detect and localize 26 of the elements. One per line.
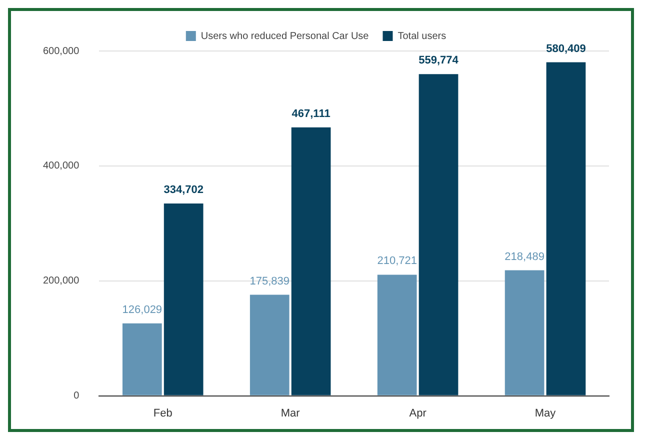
y-tick-label: 200,000: [42, 276, 80, 287]
x-tick-label: May: [534, 407, 556, 420]
bar: [504, 270, 544, 396]
bar: [418, 74, 458, 396]
legend-label: Total users: [398, 30, 446, 42]
data-label: 175,839: [250, 275, 290, 288]
data-label: 334,702: [164, 184, 204, 196]
data-label: 467,111: [292, 108, 330, 120]
x-tick-label: Apr: [409, 407, 427, 420]
x-tick-label: Feb: [153, 407, 172, 420]
data-label: 210,721: [377, 255, 417, 268]
y-tick-label: 600,000: [42, 46, 80, 57]
y-tick-label: 400,000: [42, 160, 80, 172]
bar: [250, 294, 290, 396]
bar: [122, 323, 162, 396]
bar: [377, 274, 417, 396]
data-label: 218,489: [504, 250, 544, 263]
bar: [291, 127, 331, 396]
bar: [164, 203, 204, 396]
data-label: 126,029: [122, 304, 162, 316]
x-tick-label: Mar: [280, 407, 300, 420]
data-label: 559,774: [418, 54, 460, 67]
legend-label: Users who reduced Personal Car Use: [200, 30, 370, 42]
y-tick-label: 0: [74, 390, 80, 402]
bar: [546, 62, 586, 396]
data-label: 580,409: [546, 42, 586, 55]
